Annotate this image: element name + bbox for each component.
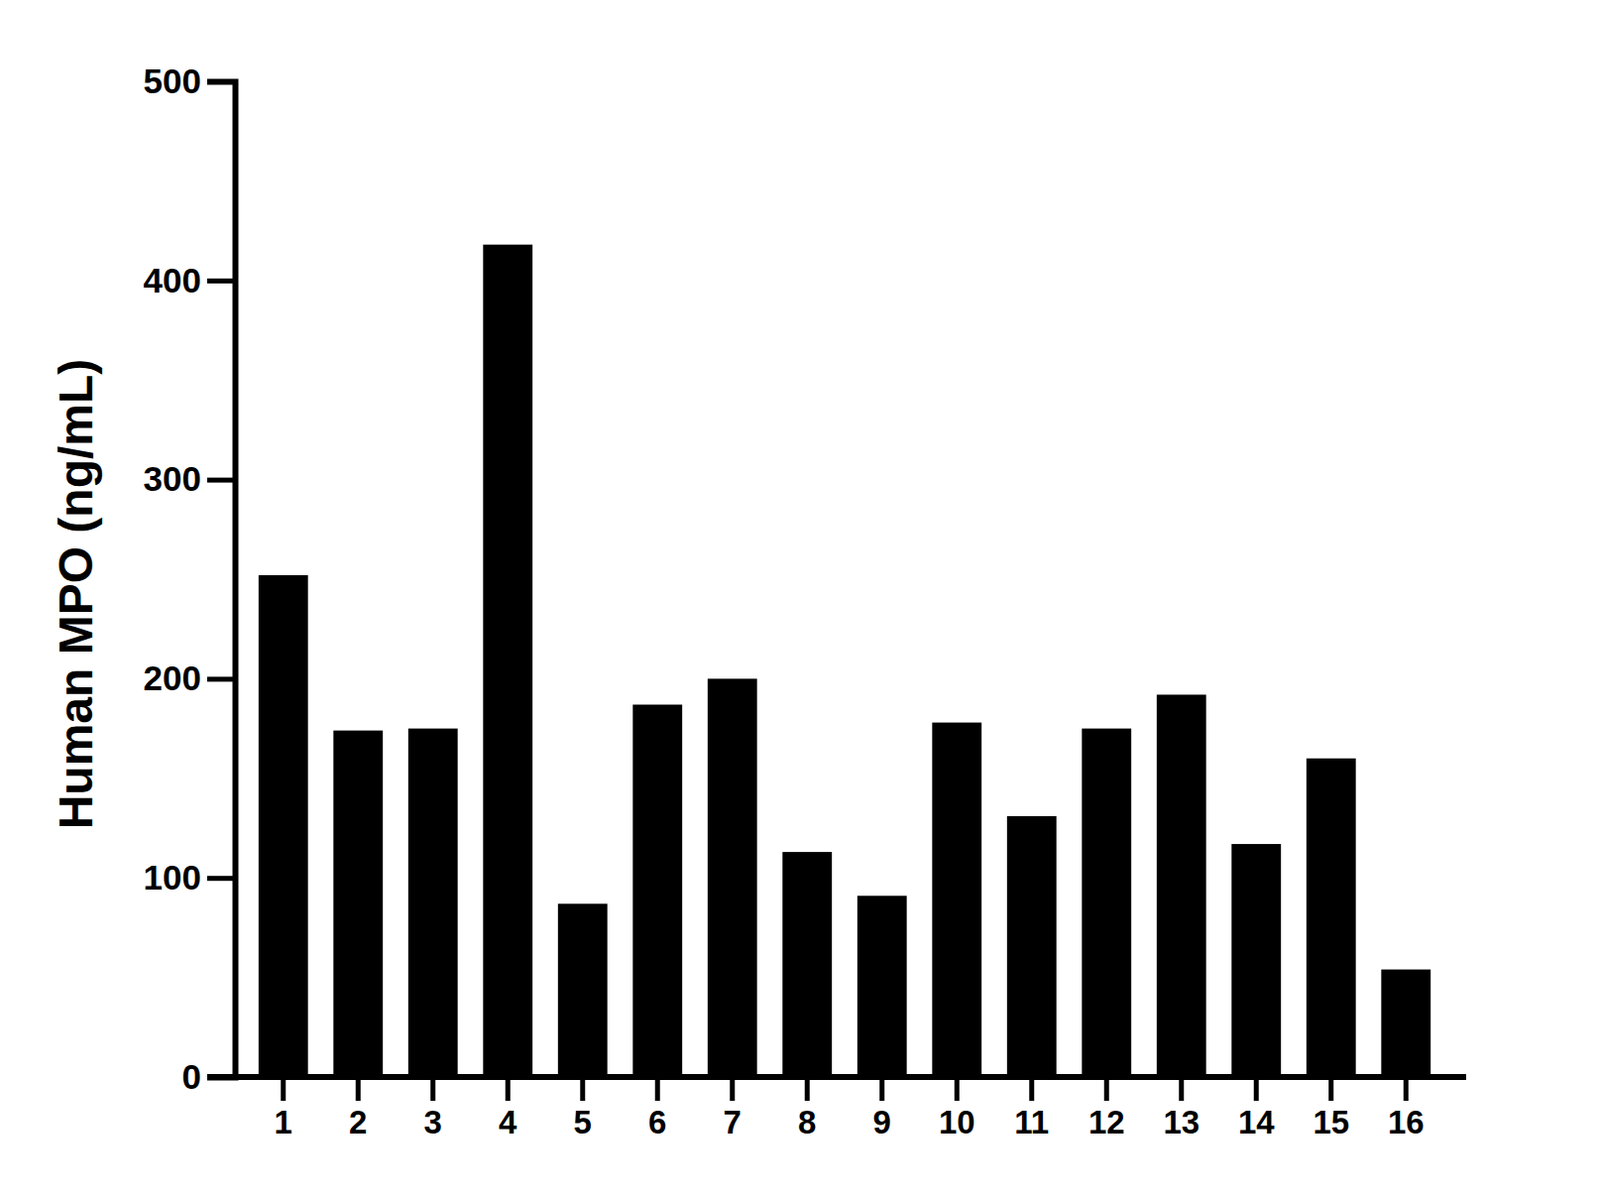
bar: [1380, 969, 1431, 1077]
y-tick: 100: [143, 857, 235, 897]
x-tick-mark: [579, 1076, 585, 1101]
bar: [1231, 843, 1281, 1077]
x-tick-label: 11: [1014, 1103, 1049, 1141]
bar: [1007, 815, 1057, 1077]
y-tick-label: 0: [182, 1056, 202, 1096]
y-tick-label: 500: [143, 61, 202, 101]
x-tick-mark: [280, 1076, 286, 1101]
x-tick: 10: [938, 1076, 976, 1141]
x-tick-mark: [879, 1076, 885, 1101]
x-tick-label: 16: [1387, 1103, 1425, 1141]
y-tick: 500: [143, 61, 235, 101]
x-tick-mark: [729, 1076, 735, 1101]
x-tick-label: 2: [348, 1103, 367, 1141]
bar: [1156, 693, 1207, 1077]
x-tick: 8: [798, 1076, 816, 1141]
x-tick-mark: [954, 1076, 960, 1101]
y-tick-label: 200: [143, 658, 202, 697]
y-tick-label: 300: [143, 458, 202, 498]
x-tick: 9: [873, 1076, 892, 1141]
y-axis-line: [207, 82, 236, 1078]
y-tick-label: 400: [143, 260, 202, 300]
y-axis-title: Human MPO (ng/mL): [49, 358, 103, 830]
x-tick-label: 7: [723, 1103, 742, 1141]
y-tick-mark: [207, 676, 235, 682]
x-tick: 11: [1014, 1076, 1049, 1141]
bar: [632, 704, 683, 1077]
bar: [707, 678, 758, 1077]
x-tick: 7: [723, 1076, 742, 1141]
x-tick-label: 10: [938, 1103, 976, 1141]
x-tick: 5: [573, 1076, 592, 1141]
x-tick: 15: [1312, 1076, 1350, 1141]
x-tick: 3: [424, 1076, 443, 1141]
x-tick-label: 1: [274, 1103, 293, 1141]
y-tick: 300: [143, 458, 235, 498]
x-tick-mark: [505, 1076, 511, 1101]
y-axis: 0 100 200 300 400 500: [143, 61, 236, 1096]
x-tick: 4: [498, 1076, 518, 1141]
bars: [258, 244, 1431, 1077]
bar: [1081, 728, 1132, 1077]
x-tick-mark: [355, 1076, 361, 1101]
x-tick-mark: [655, 1076, 661, 1101]
x-tick-mark: [1328, 1076, 1334, 1101]
x-tick: 1: [274, 1076, 293, 1141]
x-tick-label: 13: [1162, 1103, 1200, 1141]
x-tick-mark: [1178, 1076, 1184, 1101]
x-tick-label: 6: [648, 1103, 667, 1141]
x-tick-label: 12: [1088, 1103, 1126, 1141]
bar: [857, 895, 908, 1077]
x-tick: 6: [648, 1076, 667, 1141]
x-tick: 2: [348, 1076, 367, 1141]
y-tick-label: 100: [143, 857, 202, 897]
x-tick-label: 5: [573, 1103, 592, 1141]
x-tick-label: 4: [498, 1103, 518, 1141]
chart: 010020030040050012345678910111213141516H…: [0, 0, 1600, 1198]
x-tick-label: 8: [798, 1103, 816, 1141]
x-tick-mark: [1254, 1076, 1259, 1101]
bar: [782, 851, 832, 1077]
x-tick-label: 3: [424, 1103, 443, 1141]
bar: [258, 574, 309, 1077]
bar: [931, 722, 982, 1077]
x-tick-label: 14: [1238, 1103, 1275, 1141]
bar: [408, 728, 458, 1077]
x-tick-label: 15: [1312, 1103, 1350, 1141]
bar: [558, 903, 608, 1077]
x-tick-mark: [804, 1076, 810, 1101]
x-tick-label: 9: [873, 1103, 892, 1141]
y-tick-mark: [207, 477, 235, 483]
y-tick-mark: [207, 875, 235, 881]
x-axis-line: [207, 1073, 1467, 1080]
y-tick-mark: [207, 79, 235, 85]
x-tick: 12: [1088, 1076, 1126, 1141]
y-tick-mark: [207, 278, 235, 284]
x-tick: 16: [1387, 1076, 1425, 1141]
x-tick-mark: [1104, 1076, 1110, 1101]
bar: [1306, 758, 1357, 1077]
bar: [333, 730, 383, 1077]
y-tick: 200: [143, 658, 235, 697]
x-axis: 12345678910111213141516: [207, 1076, 1467, 1141]
x-tick-mark: [1028, 1076, 1034, 1101]
y-tick: 400: [143, 260, 235, 300]
x-tick-mark: [1403, 1076, 1409, 1101]
x-tick-mark: [430, 1076, 436, 1101]
bar: [482, 244, 533, 1077]
x-tick: 13: [1162, 1076, 1200, 1141]
x-tick: 14: [1238, 1076, 1275, 1141]
